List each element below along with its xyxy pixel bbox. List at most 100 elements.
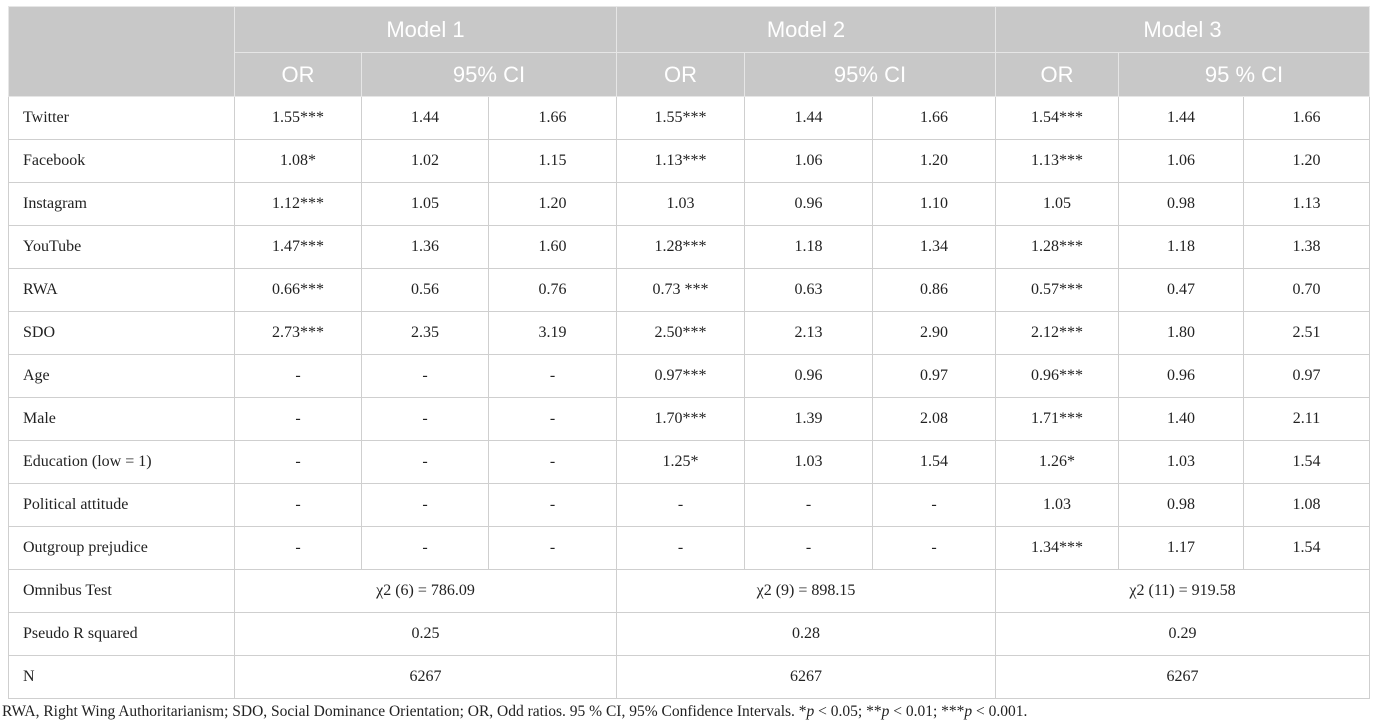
cell: -: [361, 440, 489, 484]
cell: 2.51: [1243, 311, 1370, 355]
footnote: RWA, Right Wing Authoritarianism; SDO, S…: [2, 703, 1027, 721]
cell: 1.54: [1243, 526, 1370, 570]
footnote-part: < 0.001.: [972, 703, 1028, 720]
table-row: Outgroup prejudice - - - - - -1.34*** 1.17 1.54: [8, 526, 1370, 570]
model-header: Model 2: [616, 6, 996, 53]
cell: 1.47***: [234, 225, 362, 269]
cell: -: [361, 526, 489, 570]
cell: 1.20: [1243, 139, 1370, 183]
cell: 1.28***: [995, 225, 1119, 269]
cell: χ2 (9) = 898.15: [616, 569, 996, 613]
subheader: OR: [234, 52, 362, 97]
cell: -: [488, 526, 617, 570]
cell: 1.36: [361, 225, 489, 269]
cell: 1.13***: [995, 139, 1119, 183]
cell: 0.98: [1118, 483, 1244, 527]
cell: 2.13: [744, 311, 873, 355]
cell: -: [616, 483, 745, 527]
row-label: Omnibus Test: [8, 569, 235, 613]
header-row: Model 1 Model 2 Model 3: [8, 6, 1370, 97]
table-row: Education (low = 1) - - -1.25* 1.03 1.54 1.26*…: [8, 440, 1370, 484]
table-row: Pseudo R squared 0.25 0.28 0.29: [8, 612, 1370, 656]
cell: 1.39: [744, 397, 873, 441]
row-label: YouTube: [8, 225, 235, 269]
cell: 1.05: [995, 182, 1119, 226]
cell: -: [616, 526, 745, 570]
cell: 0.86: [872, 268, 996, 312]
table-row: Male - - -1.70*** 1.39 2.08 1.71*** 1.40 2.11: [8, 397, 1370, 441]
cell: -: [744, 526, 873, 570]
subheader: 95 % CI: [1118, 52, 1370, 97]
cell: 0.66***: [234, 268, 362, 312]
subheader-row: OR 95% CI OR 95% CI OR 95 % CI: [9, 52, 1370, 97]
cell: 1.28***: [616, 225, 745, 269]
cell: 1.54: [872, 440, 996, 484]
model-header: Model 1: [234, 6, 617, 53]
cell: 1.44: [1118, 96, 1244, 140]
row-label: Facebook: [8, 139, 235, 183]
cell: 2.35: [361, 311, 489, 355]
cell: -: [361, 397, 489, 441]
cell: 2.73***: [234, 311, 362, 355]
cell: 1.71***: [995, 397, 1119, 441]
cell: 1.10: [872, 182, 996, 226]
cell: 1.13***: [616, 139, 745, 183]
cell: 0.56: [361, 268, 489, 312]
cell: 0.98: [1118, 182, 1244, 226]
cell: 6267: [616, 655, 996, 699]
cell: 0.70: [1243, 268, 1370, 312]
cell: 0.96***: [995, 354, 1119, 398]
row-label: Twitter: [8, 96, 235, 140]
cell: 1.03: [616, 182, 745, 226]
cell: 2.08: [872, 397, 996, 441]
cell: 0.63: [744, 268, 873, 312]
cell: 1.70***: [616, 397, 745, 441]
cell: 1.06: [744, 139, 873, 183]
cell: 1.08*: [234, 139, 362, 183]
row-label: Instagram: [8, 182, 235, 226]
footnote-part: p: [806, 703, 815, 720]
cell: 1.54: [1243, 440, 1370, 484]
cell: 2.11: [1243, 397, 1370, 441]
footnote-part: < 0.05; **: [814, 703, 882, 720]
cell: -: [488, 440, 617, 484]
model-header: Model 3: [995, 6, 1370, 53]
table-row: YouTube 1.47*** 1.36 1.60 1.28*** 1.18 1.34 1.2…: [8, 225, 1370, 269]
cell: 0.96: [1118, 354, 1244, 398]
cell: 1.55***: [234, 96, 362, 140]
cell: 1.12***: [234, 182, 362, 226]
cell: 1.25*: [616, 440, 745, 484]
subheader: 95% CI: [361, 52, 617, 97]
cell: 1.66: [872, 96, 996, 140]
cell: -: [234, 526, 362, 570]
table-row: Age - - -0.97*** 0.96 0.97 0.96*** 0.96 0.97: [8, 354, 1370, 398]
subheader: OR: [995, 52, 1119, 97]
cell: 0.97***: [616, 354, 745, 398]
cell: -: [361, 483, 489, 527]
cell: -: [234, 440, 362, 484]
table-wrap: Model 1 Model 2 Model 3 OR 95% CI OR 95% CI OR 9…: [8, 6, 1370, 699]
table-row: Political attitude - - - - - -1.03 0.98 1.08: [8, 483, 1370, 527]
cell: 0.47: [1118, 268, 1244, 312]
cell: 1.34***: [995, 526, 1119, 570]
cell: 1.20: [488, 182, 617, 226]
cell: χ2 (11) = 919.58: [995, 569, 1370, 613]
cell: 1.80: [1118, 311, 1244, 355]
table-row: RWA 0.66*** 0.56 0.76 0.73 *** 0.63 0.86 0.57**…: [8, 268, 1370, 312]
cell: 1.40: [1118, 397, 1244, 441]
cell: 1.18: [744, 225, 873, 269]
cell: 2.12***: [995, 311, 1119, 355]
cell: 2.50***: [616, 311, 745, 355]
cell: -: [234, 354, 362, 398]
footnote-part: p: [964, 703, 973, 720]
subheader: 95% CI: [744, 52, 996, 97]
cell: χ2 (6) = 786.09: [234, 569, 617, 613]
cell: -: [872, 483, 996, 527]
header-blank: [8, 6, 235, 97]
table-row: Omnibus Test χ2 (6) = 786.09 χ2 (9) = 898.…: [8, 569, 1370, 613]
row-label: RWA: [8, 268, 235, 312]
cell: 3.19: [488, 311, 617, 355]
cell: 1.03: [744, 440, 873, 484]
row-label: Political attitude: [8, 483, 235, 527]
cell: 0.29: [995, 612, 1370, 656]
